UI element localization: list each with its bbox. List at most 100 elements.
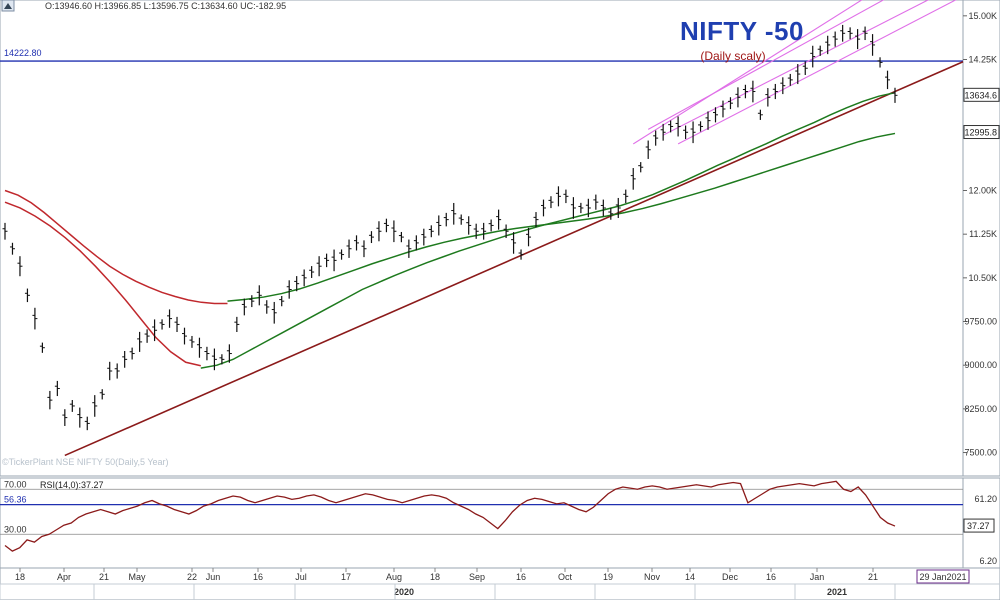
price-bar — [211, 348, 217, 371]
rsi-tick-label: 61.20 — [974, 494, 997, 504]
price-bar — [802, 61, 808, 75]
price-bar — [436, 215, 442, 236]
price-bar — [249, 295, 255, 308]
price-bar — [368, 231, 374, 244]
rsi-reference-label: 70.00 — [4, 479, 27, 489]
price-box — [963, 87, 1000, 102]
rsi-value-box — [963, 518, 995, 533]
price-bar — [727, 97, 733, 110]
price-bar — [742, 84, 748, 99]
price-bar — [720, 100, 726, 118]
x-tick-label: Apr — [57, 572, 71, 582]
price-bar — [346, 239, 352, 258]
price-bar — [181, 327, 187, 345]
y-tick-label: 9750.00 — [964, 317, 997, 327]
x-year-label: 2021 — [827, 587, 847, 597]
price-box-label: 13634.6 — [964, 90, 997, 100]
price-bar — [877, 57, 883, 68]
price-bar — [264, 300, 270, 314]
price-bar — [653, 130, 659, 146]
price-bar — [817, 45, 823, 56]
x-tick-label: 16 — [516, 572, 526, 582]
price-bar — [428, 225, 434, 238]
y-tick-label: 9000.00 — [964, 360, 997, 370]
x-tick-label: 21 — [99, 572, 109, 582]
price-bar — [735, 87, 741, 108]
price-bar — [825, 35, 831, 55]
price-box — [963, 125, 1000, 140]
price-bar — [152, 319, 158, 342]
price-bar — [279, 296, 285, 307]
price-bar — [62, 409, 68, 426]
price-bar — [54, 380, 60, 397]
price-bar — [129, 347, 135, 360]
scale-icon[interactable] — [1, 0, 15, 12]
price-bar — [256, 285, 262, 306]
price-bar — [2, 222, 8, 240]
rsi-pane — [0, 477, 964, 569]
price-bar — [705, 111, 711, 130]
price-bar — [855, 29, 861, 50]
price-bar — [413, 235, 419, 251]
moving-average-line — [227, 132, 896, 302]
price-bar — [683, 125, 689, 140]
price-bar — [114, 363, 120, 379]
watermark-footnote: ©TickerPlant NSE NIFTY 50(Daily,5 Year) — [2, 457, 169, 467]
price-bar — [122, 350, 128, 368]
price-bar — [795, 64, 801, 85]
price-bar — [780, 77, 786, 95]
x-tick-label: Aug — [386, 572, 402, 582]
price-bar — [196, 337, 202, 358]
x-year-label: 2020 — [394, 587, 414, 597]
price-bar — [600, 199, 606, 217]
ohlc-readout: O:13946.60 H:13966.85 L:13596.75 C:13634… — [45, 1, 286, 11]
price-bar — [518, 249, 524, 260]
price-bar — [481, 222, 487, 240]
price-bar — [391, 220, 397, 243]
y-tick-label: 10.50K — [968, 273, 997, 283]
rsi-tick-label: 6.20 — [979, 556, 997, 566]
price-bar — [840, 24, 846, 42]
price-bar — [608, 207, 614, 220]
price-bar — [526, 227, 532, 247]
price-bar — [862, 26, 868, 41]
price-bar — [406, 239, 412, 258]
price-bar — [443, 212, 449, 227]
price-box-label: 12995.8 — [964, 128, 997, 138]
rsi-line — [4, 480, 896, 552]
chart-subtitle: (Daily scaly) — [700, 49, 765, 63]
price-bar — [892, 87, 898, 103]
price-bar — [294, 276, 300, 292]
price-bar — [77, 407, 83, 428]
price-bar — [301, 269, 307, 287]
price-bar — [219, 354, 225, 365]
rsi-reference-label: 56.36 — [4, 495, 27, 505]
price-bar — [765, 88, 771, 107]
price-bar — [555, 186, 561, 207]
price-bar — [540, 199, 546, 217]
price-bar — [593, 194, 599, 210]
x-tick-label: 14 — [685, 572, 695, 582]
price-bar — [84, 416, 90, 431]
price-bar — [398, 231, 404, 243]
y-tick-label: 15.00K — [968, 11, 997, 21]
price-bar — [570, 197, 576, 219]
price-bar — [638, 162, 644, 173]
price-bar — [548, 196, 554, 209]
rsi-reference-label: 30.00 — [4, 524, 27, 534]
rsi-value-label: 37.27 — [967, 521, 990, 531]
channel-line — [677, 0, 957, 145]
price-bar — [488, 219, 494, 232]
price-bar — [698, 121, 704, 132]
horizontal-level-label: 14222.80 — [4, 48, 42, 58]
price-bar — [787, 73, 793, 86]
price-bar — [810, 45, 816, 68]
price-bar — [757, 109, 763, 120]
price-bar — [563, 189, 569, 204]
channel-line — [632, 0, 863, 145]
price-bar — [832, 31, 838, 47]
x-tick-label: 16 — [253, 572, 263, 582]
price-bar — [92, 395, 98, 417]
price-axis — [962, 0, 1000, 477]
